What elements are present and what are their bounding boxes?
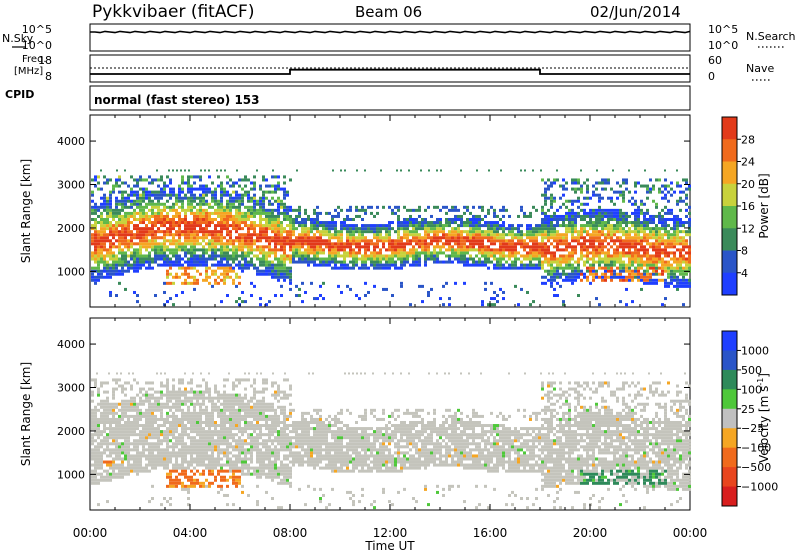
- freq-tick-high: 18: [38, 54, 52, 67]
- noise-panel: 10^5 10^0 N.Sky 10^5 10^0 N.Search: [2, 23, 796, 52]
- velocity-swatch: [722, 486, 737, 507]
- x-tick-label: 16:00: [473, 526, 508, 540]
- power-swatch: [722, 206, 737, 229]
- x-tick-label: 12:00: [373, 526, 408, 540]
- velocity-tick-label: 25: [741, 403, 755, 416]
- y-tick-label: 3000: [57, 382, 85, 395]
- y-tick-label: 4000: [57, 135, 85, 148]
- velocity-swatch: [722, 389, 737, 410]
- power-swatch: [722, 272, 737, 296]
- power-swatch: [722, 183, 737, 207]
- noise-left-tick-high: 10^5: [22, 23, 52, 36]
- velocity-swatch: [722, 467, 737, 488]
- x-axis-label: Time UT: [364, 539, 415, 553]
- freq-label-2: [MHz]: [14, 66, 43, 77]
- y-tick-label: 4000: [57, 338, 85, 351]
- y-tick-label: 2000: [57, 222, 85, 235]
- date-title: 02/Jun/2014: [590, 3, 681, 21]
- power-colorbar: 4 8 12 16 20 24 28: [721, 116, 755, 296]
- velocity-tick-label: 500: [741, 364, 762, 377]
- nave-tick-low: 0: [708, 70, 715, 83]
- beam-title: Beam 06: [355, 3, 422, 21]
- power-colorbar-label: Power [dB]: [757, 173, 771, 238]
- y-tick-label: 1000: [57, 468, 85, 481]
- x-tick-label: 00:00: [73, 526, 108, 540]
- cpid-text: normal (fast stereo) 153: [94, 93, 260, 107]
- velocity-panel: 1000 2000 3000 4000 Slant Range [km]: [19, 317, 691, 511]
- power-swatch: [722, 139, 737, 162]
- station-title: Pykkvibaer (fitACF): [92, 2, 254, 22]
- velocity-swatch: [722, 447, 737, 468]
- y-tick-label: 1000: [57, 265, 85, 278]
- noise-right-label: N.Search: [746, 30, 796, 43]
- velocity-tick-label: −1000: [741, 481, 778, 494]
- y-tick-label: 2000: [57, 425, 85, 438]
- velocity-tick-label: −100: [741, 442, 771, 455]
- power-tick-label: 8: [741, 245, 748, 258]
- x-tick-label: 04:00: [173, 526, 208, 540]
- velocity-ylabel: Slant Range [km]: [19, 362, 33, 466]
- noise-right-tick-high: 10^5: [708, 23, 738, 36]
- x-tick-label: 20:00: [573, 526, 608, 540]
- power-ylabel: Slant Range [km]: [19, 159, 33, 263]
- cpid-label: CPID: [5, 88, 34, 101]
- noise-left-label: N.Sky: [2, 32, 34, 45]
- velocity-swatch: [722, 350, 737, 371]
- x-tick-label: 08:00: [273, 526, 308, 540]
- power-tick-label: 20: [741, 178, 755, 191]
- power-tick-label: 16: [741, 200, 755, 213]
- noise-right-tick-low: 10^0: [708, 39, 738, 52]
- power-tick-label: 28: [741, 133, 755, 146]
- freq-label-1: Freq.: [22, 54, 47, 65]
- power-tick-label: 12: [741, 222, 755, 235]
- x-tick-label: 00:00: [673, 526, 708, 540]
- velocity-swatch: [722, 408, 737, 429]
- nave-tick-high: 60: [708, 54, 722, 67]
- noise-left-tick-low: 10^0: [22, 39, 52, 52]
- freq-tick-low: 8: [45, 70, 52, 83]
- power-swatch: [722, 228, 737, 251]
- velocity-swatch: [722, 369, 737, 390]
- velocity-swatch: [722, 428, 737, 449]
- velocity-colorbar-label: Velocity [m s-1]: [756, 373, 771, 463]
- velocity-tick-label: −500: [741, 461, 771, 474]
- power-swatch: [722, 161, 737, 185]
- power-panel: 1000 2000 3000 4000 Slant Range [km]: [19, 114, 691, 308]
- velocity-tick-label: −25: [741, 422, 764, 435]
- cpid-box: [89, 85, 691, 111]
- velocity-colorbar: 1000 500 100 25 −25 −100 −500 −1000: [721, 330, 778, 507]
- freq-panel: Freq. [MHz] 18 8 60 0 Nave: [14, 54, 774, 83]
- power-tick-label: 4: [741, 267, 748, 280]
- power-swatch: [722, 117, 737, 140]
- x-tick-labels: 00:00 04:00 08:00 12:00 16:00 20:00 00:00: [73, 526, 708, 540]
- velocity-tick-label: 100: [741, 383, 762, 396]
- power-swatch: [722, 250, 737, 274]
- velocity-swatch: [722, 331, 737, 351]
- velocity-tick-label: 1000: [741, 344, 769, 357]
- nave-label: Nave: [746, 62, 774, 75]
- power-tick-label: 24: [741, 156, 755, 169]
- y-tick-label: 3000: [57, 179, 85, 192]
